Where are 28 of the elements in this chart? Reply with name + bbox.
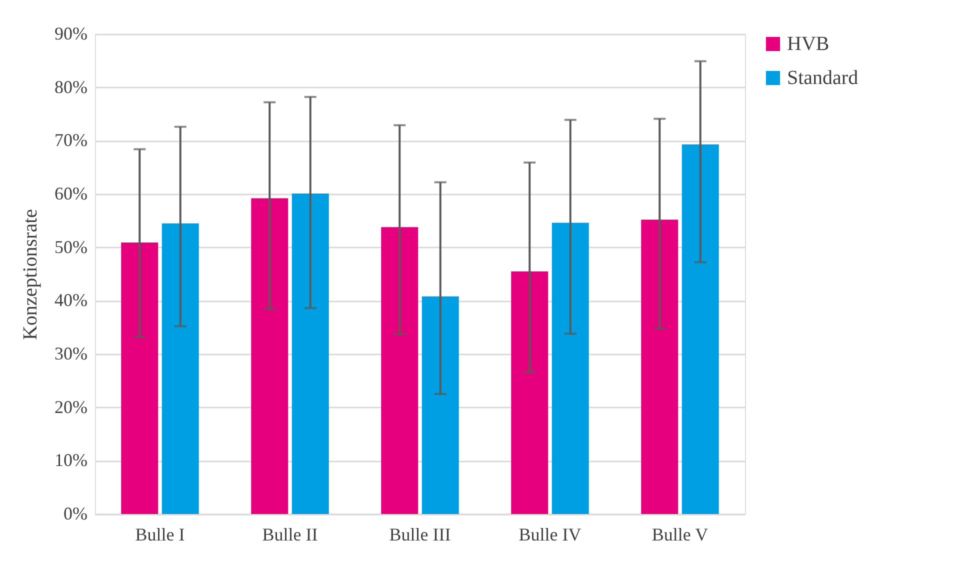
- x-tick-label: Bulle I: [135, 524, 185, 544]
- y-tick-label: 20%: [54, 396, 88, 417]
- bar: [381, 227, 418, 514]
- bar: [251, 198, 288, 514]
- bar: [422, 296, 459, 514]
- y-tick-label: 30%: [54, 344, 88, 364]
- y-tick-label: 70%: [54, 130, 88, 150]
- bar: [552, 222, 589, 514]
- legend-label: HVB: [787, 33, 830, 55]
- bar: [511, 271, 548, 514]
- y-tick-label: 40%: [54, 290, 88, 310]
- y-axis-title: Konzeptionsrate: [20, 208, 42, 340]
- y-tick-label: 10%: [54, 450, 88, 470]
- bar: [121, 242, 158, 514]
- y-tick-label: 50%: [54, 236, 88, 257]
- bar: [682, 144, 719, 514]
- bar: [162, 223, 199, 514]
- y-tick-label: 90%: [54, 24, 88, 44]
- y-tick-label: 80%: [54, 76, 88, 97]
- y-tick-label: 60%: [54, 184, 88, 204]
- x-tick-label: Bulle IV: [518, 524, 582, 544]
- y-tick-label: 0%: [64, 504, 88, 524]
- x-tick-label: Bulle V: [652, 524, 708, 544]
- x-tick-label: Bulle II: [262, 524, 318, 544]
- x-tick-label: Bulle III: [389, 524, 451, 544]
- bar: [641, 220, 678, 514]
- legend-label: Standard: [787, 67, 858, 89]
- bar: [292, 193, 329, 514]
